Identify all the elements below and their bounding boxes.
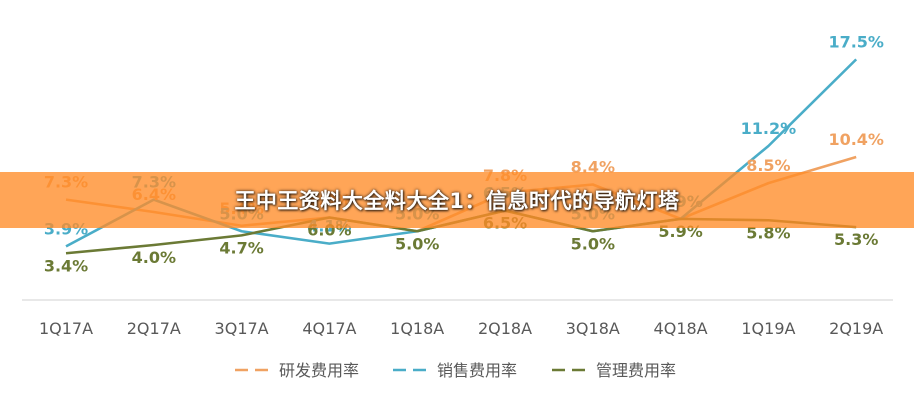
legend-item-2: 销售费用率 [393, 361, 517, 380]
x-tick-label: 2Q17A [127, 319, 181, 338]
legend-item-1: 研发费用率 [235, 361, 359, 380]
x-tick-label: 4Q17A [302, 319, 356, 338]
data-label: 3.4% [44, 256, 88, 275]
x-tick-label: 2Q19A [829, 319, 883, 338]
data-label: 5.8% [746, 223, 790, 242]
legend: 研发费用率 销售费用率 管理费用率 [235, 361, 676, 380]
x-tick-label: 1Q19A [741, 319, 795, 338]
x-tick-label: 3Q17A [215, 319, 269, 338]
data-label: 5.0% [571, 234, 615, 253]
legend-label: 研发费用率 [279, 361, 359, 380]
x-tick-label: 3Q18A [566, 319, 620, 338]
overlay-banner: 王中王资料大全料大全1：信息时代的导航灯塔 [0, 172, 914, 228]
x-tick-label: 1Q18A [390, 319, 444, 338]
x-tick-label: 4Q18A [654, 319, 708, 338]
data-label: 11.2% [741, 119, 797, 138]
legend-item-3: 管理费用率 [552, 361, 676, 380]
legend-label: 销售费用率 [437, 361, 517, 380]
legend-label: 管理费用率 [596, 361, 676, 380]
data-label: 8.4% [571, 158, 615, 177]
data-label: 5.3% [834, 230, 878, 249]
data-label: 17.5% [828, 32, 884, 51]
data-label: 4.7% [219, 238, 263, 257]
data-label: 4.0% [132, 248, 176, 267]
x-axis-ticks: 1Q17A 2Q17A 3Q17A 4Q17A 1Q18A 2Q18A 3Q18A 4Q18A… [39, 319, 883, 338]
x-tick-label: 1Q17A [39, 319, 93, 338]
x-tick-label: 2Q18A [478, 319, 532, 338]
data-label: 10.4% [828, 130, 884, 149]
data-label: 5.0% [395, 234, 439, 253]
data-label: 8.5% [746, 156, 790, 175]
banner-text: 王中王资料大全料大全1：信息时代的导航灯塔 [234, 189, 680, 213]
